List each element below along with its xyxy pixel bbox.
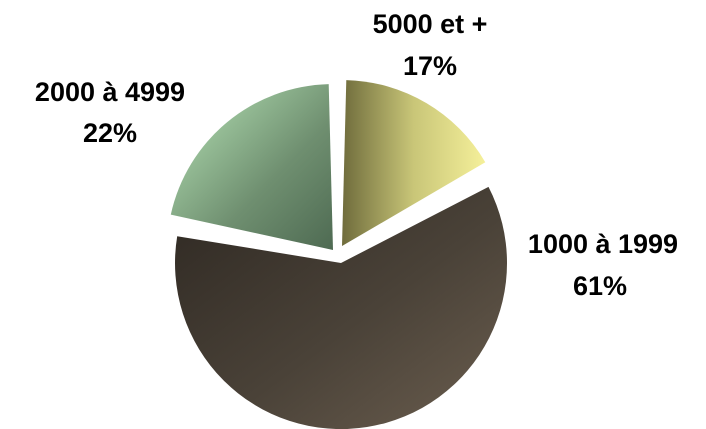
pie-slice-2000-4999 (170, 84, 333, 250)
slice-label-5000-plus: 5000 et + (373, 9, 488, 39)
slice-label-1000-1999: 1000 à 1999 (528, 229, 678, 259)
slice-label-2000-4999: 2000 à 4999 (35, 77, 185, 107)
slice-label-group-2: 5000 et + 17% (373, 9, 488, 81)
slice-percent-5000-plus: 17% (403, 51, 457, 81)
pie-slice-5000-et (342, 80, 486, 246)
pie-slice-1000-1999 (175, 186, 507, 429)
slice-percent-2000-4999: 22% (83, 118, 137, 148)
slice-percent-1000-1999: 61% (573, 271, 627, 301)
slice-label-group-1: 2000 à 4999 22% (35, 77, 185, 148)
slice-label-group-0: 1000 à 1999 61% (528, 229, 678, 301)
pie-slices (170, 80, 507, 429)
